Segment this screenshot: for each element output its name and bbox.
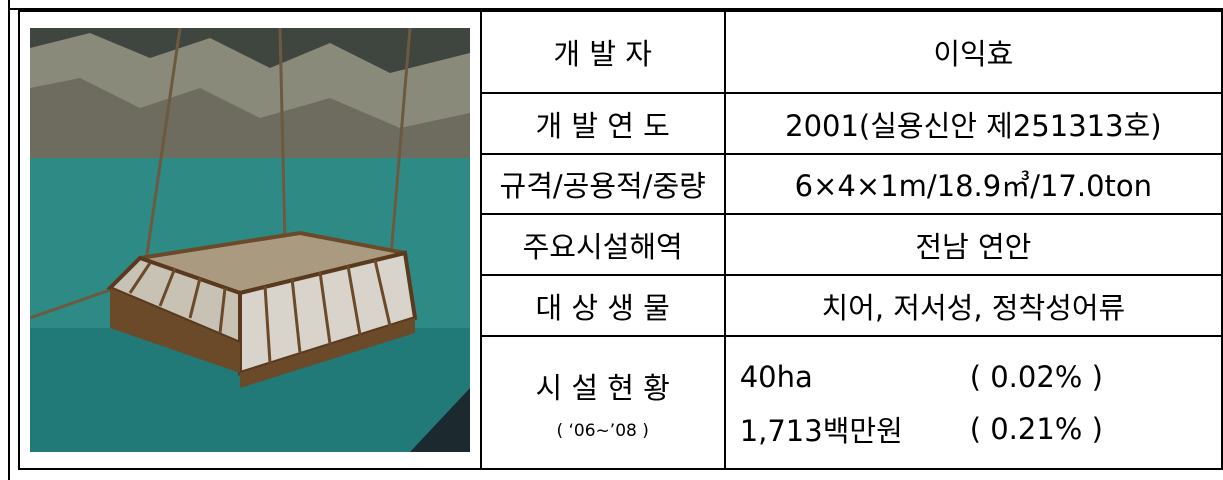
photo-cell xyxy=(18,10,482,470)
label-cell: 주요시설해역 xyxy=(479,213,726,276)
value-cell: 2001(실용신안 제251313호) xyxy=(723,92,1223,155)
label-text: 시 설 현 황 xyxy=(535,370,670,405)
frame-line xyxy=(8,8,1223,10)
value-cell: 40ha ( 0.02% ) 1,713백만원 ( 0.21% ) xyxy=(723,335,1223,470)
label-cell: 규격/공용적/중량 xyxy=(479,153,726,215)
value-cell: 전남 연안 xyxy=(723,213,1223,276)
value-cell: 치어, 저서성, 정착성어류 xyxy=(723,274,1223,337)
label-cell: 개 발 자 xyxy=(479,10,726,94)
value-line: 40ha ( 0.02% ) xyxy=(740,351,1221,403)
label-subtext: ( ‘06~’08 ) xyxy=(556,420,649,441)
value-cell: 이익효 xyxy=(723,10,1223,94)
value-cell: 6×4×1m/18.9㎥/17.0ton xyxy=(723,153,1223,215)
amount: 1,713백만원 xyxy=(739,413,903,448)
share: ( 0.21% ) xyxy=(969,411,1103,446)
amount: 40ha xyxy=(739,359,813,394)
label-cell: 개 발 연 도 xyxy=(479,92,726,155)
value-line: 1,713백만원 ( 0.21% ) xyxy=(740,403,1221,455)
label-cell: 대 상 생 물 xyxy=(479,274,726,337)
label-cell: 시 설 현 황 ( ‘06~’08 ) xyxy=(479,335,726,470)
frame-line xyxy=(8,0,10,480)
info-table: 개 발 자 이익효 개 발 연 도 2001(실용신안 제251313호) 규격… xyxy=(18,10,1223,470)
photo xyxy=(29,28,470,452)
share: ( 0.02% ) xyxy=(969,359,1103,394)
